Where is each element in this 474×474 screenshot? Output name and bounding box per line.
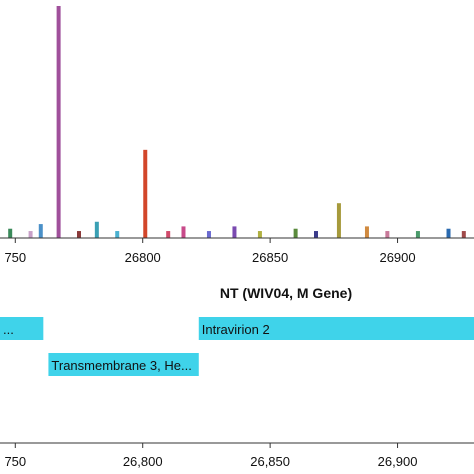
domain-label: ... <box>3 322 14 337</box>
domain-track: ... Intravirion 2 Transmembrane 3, He... <box>0 317 474 376</box>
bar-16 <box>257 231 262 238</box>
bar-2 <box>336 203 341 238</box>
bottom-tick-label: 26,850 <box>250 454 290 469</box>
bar-9 <box>446 228 451 238</box>
bar-10 <box>8 228 13 238</box>
domain-bar <box>198 317 474 340</box>
x-axis-title: NT (WIV04, M Gene) <box>220 285 352 301</box>
bottom-tick-label: 750 <box>4 454 26 469</box>
bar-6 <box>232 226 237 238</box>
bar-8 <box>293 228 298 238</box>
domain-bar <box>48 353 199 376</box>
domain-label: Intravirion 2 <box>202 322 270 337</box>
bar-15 <box>206 231 211 238</box>
bar-3 <box>38 224 43 238</box>
domain-label: Transmembrane 3, He... <box>51 358 191 373</box>
top-tick-label: 26900 <box>379 250 415 265</box>
bars-group <box>8 6 466 238</box>
top-tick-label: 26800 <box>125 250 161 265</box>
bottom-tick-label: 26,900 <box>378 454 418 469</box>
top-tick-label: 750 <box>4 250 26 265</box>
top-axis-ticks: 750 26800 26850 26900 <box>4 238 416 265</box>
bar-12 <box>77 231 81 238</box>
bar-11 <box>28 231 33 238</box>
bar-13 <box>115 231 120 238</box>
domain-bar <box>0 317 44 340</box>
bar-0 <box>56 6 61 238</box>
bar-14 <box>166 231 171 238</box>
bar-4 <box>94 221 99 238</box>
bar-7 <box>364 226 369 238</box>
bar-17 <box>314 231 318 238</box>
bar-1 <box>143 149 148 238</box>
bottom-tick-label: 26,800 <box>123 454 163 469</box>
bottom-axis-ticks: 750 26,800 26,850 26,900 <box>4 443 417 469</box>
top-tick-label: 26850 <box>252 250 288 265</box>
bar-5 <box>181 226 186 238</box>
bar-18 <box>385 231 390 238</box>
bar-19 <box>415 231 420 238</box>
bar-20 <box>461 231 466 238</box>
